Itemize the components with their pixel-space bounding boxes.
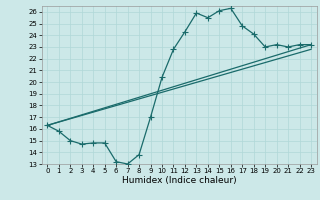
X-axis label: Humidex (Indice chaleur): Humidex (Indice chaleur) <box>122 176 236 185</box>
